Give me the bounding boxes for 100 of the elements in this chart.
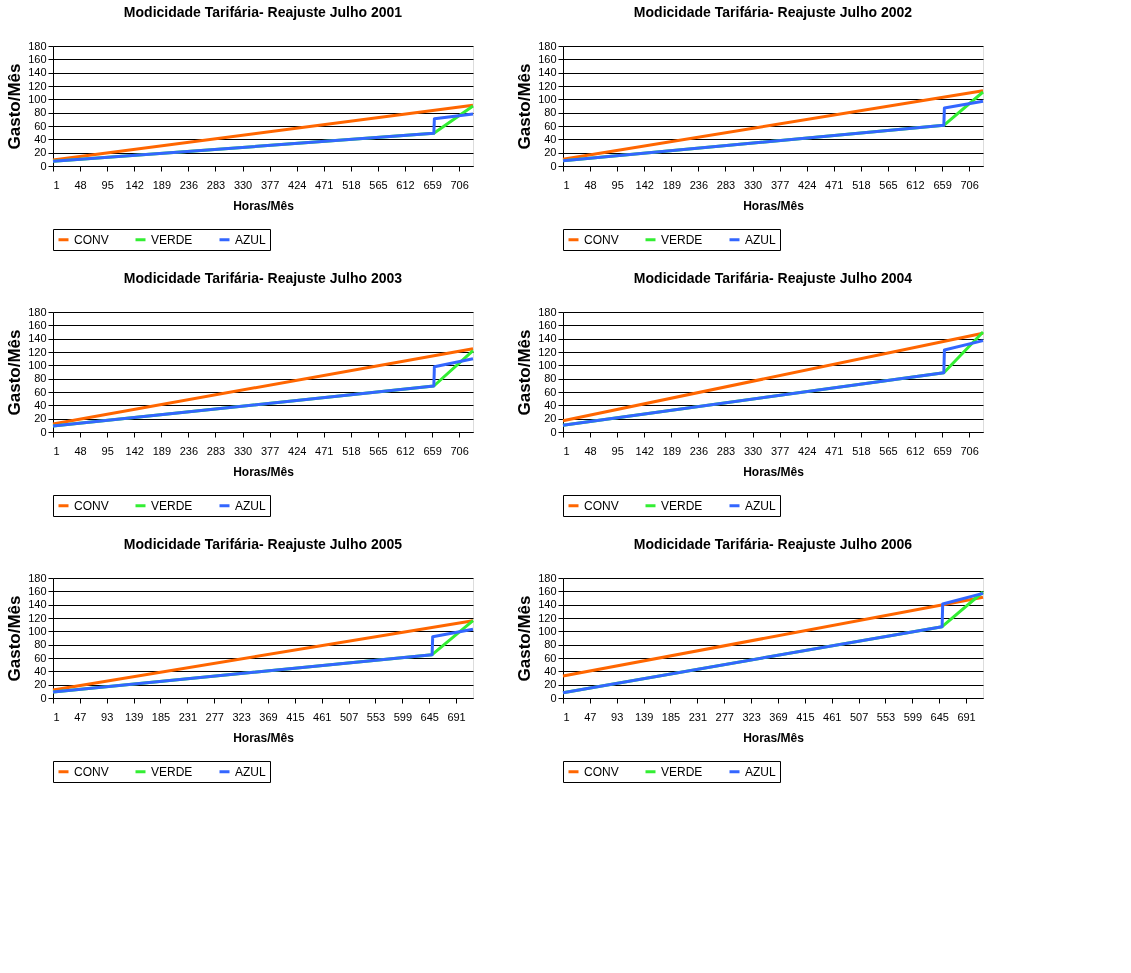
x-tick-label: 142 xyxy=(125,444,144,457)
y-tick-label: 40 xyxy=(34,664,47,677)
y-tick-label: 160 xyxy=(538,52,557,65)
y-tick-label: 60 xyxy=(34,385,47,398)
y-tick-label: 120 xyxy=(538,345,557,358)
y-tick-label: 100 xyxy=(538,92,557,105)
y-tick-label: 160 xyxy=(28,584,47,597)
x-tick-label: 518 xyxy=(342,178,361,191)
legend-label: CONV xyxy=(74,498,109,513)
x-tick-label: 95 xyxy=(611,444,624,457)
legend-label: AZUL xyxy=(745,498,776,513)
y-tick-label: 140 xyxy=(28,332,47,345)
x-tick-label: 659 xyxy=(423,178,442,191)
y-tick-label: 20 xyxy=(544,146,557,159)
x-tick-label: 599 xyxy=(393,710,412,723)
y-tick-label: 60 xyxy=(34,651,47,664)
chart-title: Modicidade Tarifária- Reajuste Julho 2002 xyxy=(633,4,913,20)
x-tick-label: 95 xyxy=(101,178,114,191)
y-tick-label: 160 xyxy=(28,318,47,331)
x-tick-label: 185 xyxy=(661,710,681,723)
legend-label: VERDE xyxy=(151,232,193,247)
chart-title: Modicidade Tarifária- Reajuste Julho 2005 xyxy=(123,536,403,552)
x-tick-label: 377 xyxy=(770,444,790,457)
x-tick-label: 471 xyxy=(825,444,844,457)
legend-label: AZUL xyxy=(235,232,266,247)
y-tick-label: 120 xyxy=(28,345,47,358)
x-tick-label: 48 xyxy=(74,178,87,191)
x-tick-label: 645 xyxy=(420,710,439,723)
y-tick-label: 180 xyxy=(538,39,557,52)
y-tick-label: 40 xyxy=(544,664,557,677)
x-tick-label: 706 xyxy=(960,444,979,457)
y-tick-label: 160 xyxy=(28,52,47,65)
y-tick-label: 40 xyxy=(544,132,557,145)
legend-label: AZUL xyxy=(235,498,266,513)
x-tick-label: 518 xyxy=(852,444,871,457)
y-tick-label: 120 xyxy=(538,79,557,92)
legend-label: CONV xyxy=(584,764,619,779)
x-tick-label: 659 xyxy=(933,178,952,191)
x-tick-label: 231 xyxy=(178,710,198,723)
x-tick-label: 139 xyxy=(634,710,654,723)
legend-label: CONV xyxy=(74,764,109,779)
y-tick-label: 20 xyxy=(34,146,47,159)
y-tick-label: 80 xyxy=(544,106,557,119)
x-axis-title: Horas/Mês xyxy=(743,464,805,479)
y-tick-label: 40 xyxy=(544,398,557,411)
x-tick-label: 691 xyxy=(447,710,466,723)
y-tick-label: 100 xyxy=(28,624,47,637)
y-tick-label: 0 xyxy=(550,425,557,438)
x-tick-label: 565 xyxy=(879,444,898,457)
y-tick-label: 140 xyxy=(28,66,47,79)
x-tick-label: 1 xyxy=(53,710,60,723)
y-tick-label: 100 xyxy=(538,358,557,371)
y-tick-label: 80 xyxy=(34,106,47,119)
x-tick-label: 1 xyxy=(53,178,60,191)
x-tick-label: 277 xyxy=(205,710,224,723)
x-tick-label: 323 xyxy=(742,710,761,723)
x-tick-label: 277 xyxy=(715,710,734,723)
y-tick-label: 140 xyxy=(538,598,557,611)
y-tick-label: 0 xyxy=(40,691,47,704)
x-tick-label: 553 xyxy=(366,710,386,723)
x-tick-label: 612 xyxy=(396,178,415,191)
x-tick-label: 283 xyxy=(206,444,226,457)
x-axis-title: Horas/Mês xyxy=(743,730,805,745)
x-tick-label: 691 xyxy=(957,710,976,723)
legend-label: VERDE xyxy=(661,232,703,247)
y-tick-label: 20 xyxy=(544,678,557,691)
x-tick-label: 95 xyxy=(611,178,624,191)
chart-title: Modicidade Tarifária- Reajuste Julho 2001 xyxy=(123,4,403,20)
x-tick-label: 142 xyxy=(635,178,654,191)
x-tick-label: 323 xyxy=(232,710,251,723)
y-axis-title: Gasto/Mês xyxy=(515,329,535,416)
y-tick-label: 80 xyxy=(544,638,557,651)
y-tick-label: 80 xyxy=(34,372,47,385)
x-tick-label: 189 xyxy=(152,178,171,191)
x-tick-label: 369 xyxy=(259,710,278,723)
x-tick-label: 142 xyxy=(125,178,144,191)
x-tick-label: 1 xyxy=(53,444,60,457)
x-tick-label: 553 xyxy=(876,710,896,723)
x-axis-title: Horas/Mês xyxy=(233,730,295,745)
y-tick-label: 160 xyxy=(538,318,557,331)
x-tick-label: 659 xyxy=(423,444,442,457)
x-tick-label: 185 xyxy=(151,710,171,723)
y-tick-label: 0 xyxy=(40,159,47,172)
x-tick-label: 139 xyxy=(124,710,144,723)
y-tick-label: 0 xyxy=(550,691,557,704)
y-tick-label: 0 xyxy=(550,159,557,172)
y-tick-label: 180 xyxy=(28,571,47,584)
x-tick-label: 659 xyxy=(933,444,952,457)
x-axis-title: Horas/Mês xyxy=(233,198,295,213)
y-tick-label: 100 xyxy=(28,358,47,371)
x-tick-label: 236 xyxy=(179,444,199,457)
x-tick-label: 189 xyxy=(152,444,171,457)
x-axis-title: Horas/Mês xyxy=(743,198,805,213)
y-axis-title: Gasto/Mês xyxy=(5,329,25,416)
x-tick-label: 507 xyxy=(339,710,359,723)
x-tick-label: 330 xyxy=(743,444,763,457)
x-tick-label: 565 xyxy=(879,178,898,191)
y-axis-title: Gasto/Mês xyxy=(5,595,25,682)
y-tick-label: 120 xyxy=(28,611,47,624)
x-tick-label: 471 xyxy=(825,178,844,191)
